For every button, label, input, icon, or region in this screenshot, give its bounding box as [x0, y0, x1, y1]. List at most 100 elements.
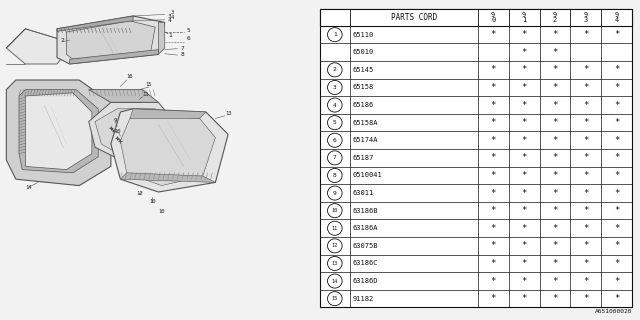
Polygon shape: [120, 115, 216, 186]
Text: *: *: [522, 241, 527, 250]
Text: 63075B: 63075B: [353, 243, 378, 249]
Text: *: *: [583, 171, 589, 180]
Text: *: *: [522, 118, 527, 127]
Text: *: *: [583, 153, 589, 162]
Polygon shape: [130, 109, 206, 118]
Text: 65145: 65145: [353, 67, 374, 73]
Text: 65186: 65186: [353, 102, 374, 108]
Text: PARTS CORD: PARTS CORD: [390, 13, 437, 22]
Polygon shape: [111, 109, 228, 192]
Text: 5: 5: [333, 120, 337, 125]
Text: *: *: [583, 100, 589, 109]
Text: *: *: [490, 294, 496, 303]
Text: *: *: [552, 206, 557, 215]
Text: *: *: [614, 65, 620, 74]
Text: 1: 1: [168, 33, 172, 38]
Text: 12: 12: [136, 191, 143, 196]
Polygon shape: [6, 80, 111, 186]
Text: 10: 10: [149, 199, 156, 204]
Text: 91182: 91182: [353, 296, 374, 302]
Text: *: *: [490, 276, 496, 285]
Text: *: *: [552, 241, 557, 250]
Text: 63186A: 63186A: [353, 225, 378, 231]
Text: *: *: [552, 188, 557, 197]
Polygon shape: [89, 90, 159, 102]
Text: *: *: [522, 83, 527, 92]
Text: 63186B: 63186B: [353, 208, 378, 214]
Text: 7: 7: [333, 155, 337, 160]
Text: 8: 8: [333, 173, 337, 178]
Text: 9: 9: [114, 117, 117, 123]
Text: *: *: [490, 83, 496, 92]
Text: *: *: [522, 153, 527, 162]
Text: *: *: [614, 136, 620, 145]
Text: *: *: [490, 136, 496, 145]
Text: 16: 16: [127, 74, 133, 79]
Text: *: *: [583, 276, 589, 285]
Text: 13: 13: [332, 261, 338, 266]
Text: *: *: [614, 83, 620, 92]
Text: 6: 6: [187, 36, 191, 41]
Text: *: *: [552, 259, 557, 268]
Text: *: *: [552, 136, 557, 145]
Text: *: *: [614, 224, 620, 233]
Polygon shape: [67, 21, 156, 59]
Text: *: *: [583, 118, 589, 127]
Text: *: *: [614, 171, 620, 180]
Text: *: *: [614, 100, 620, 109]
Text: *: *: [490, 188, 496, 197]
Text: *: *: [552, 224, 557, 233]
Text: 15: 15: [332, 296, 338, 301]
Text: 6: 6: [333, 138, 337, 143]
Text: *: *: [614, 276, 620, 285]
Text: 14: 14: [332, 278, 338, 284]
Polygon shape: [70, 50, 159, 64]
Text: *: *: [614, 118, 620, 127]
Text: *: *: [552, 276, 557, 285]
Text: *: *: [522, 48, 527, 57]
Text: *: *: [552, 100, 557, 109]
Text: 2: 2: [333, 68, 337, 72]
Text: *: *: [522, 224, 527, 233]
Text: 11: 11: [332, 226, 338, 231]
Text: *: *: [522, 171, 527, 180]
Text: 7: 7: [180, 45, 184, 51]
Polygon shape: [89, 102, 174, 160]
Text: 65158A: 65158A: [353, 120, 378, 126]
Text: *: *: [552, 153, 557, 162]
Text: *: *: [522, 188, 527, 197]
Text: *: *: [614, 241, 620, 250]
Text: *: *: [522, 259, 527, 268]
Polygon shape: [19, 90, 98, 173]
Text: *: *: [614, 206, 620, 215]
Text: *: *: [490, 206, 496, 215]
Text: 65158: 65158: [353, 84, 374, 91]
Text: 65110: 65110: [353, 32, 374, 38]
Text: 8: 8: [180, 52, 184, 57]
Text: 1: 1: [333, 32, 337, 37]
Text: 4: 4: [171, 15, 174, 20]
Text: *: *: [552, 65, 557, 74]
Text: *: *: [490, 65, 496, 74]
Text: 3: 3: [333, 85, 337, 90]
Bar: [320, 10, 632, 26]
Polygon shape: [159, 22, 164, 54]
Polygon shape: [120, 173, 216, 182]
Text: *: *: [614, 188, 620, 197]
Text: 10: 10: [114, 129, 120, 134]
Text: *: *: [614, 294, 620, 303]
Polygon shape: [95, 109, 164, 157]
Text: *: *: [490, 224, 496, 233]
Text: *: *: [583, 83, 589, 92]
Text: *: *: [490, 153, 496, 162]
Text: 12: 12: [332, 243, 338, 248]
Text: 2: 2: [60, 37, 64, 43]
Text: *: *: [552, 294, 557, 303]
Text: *: *: [522, 294, 527, 303]
Text: *: *: [583, 224, 589, 233]
Text: *: *: [583, 294, 589, 303]
Text: 9
2: 9 2: [553, 12, 557, 23]
Text: 65174A: 65174A: [353, 137, 378, 143]
Text: *: *: [552, 118, 557, 127]
Text: 9
0: 9 0: [491, 12, 495, 23]
